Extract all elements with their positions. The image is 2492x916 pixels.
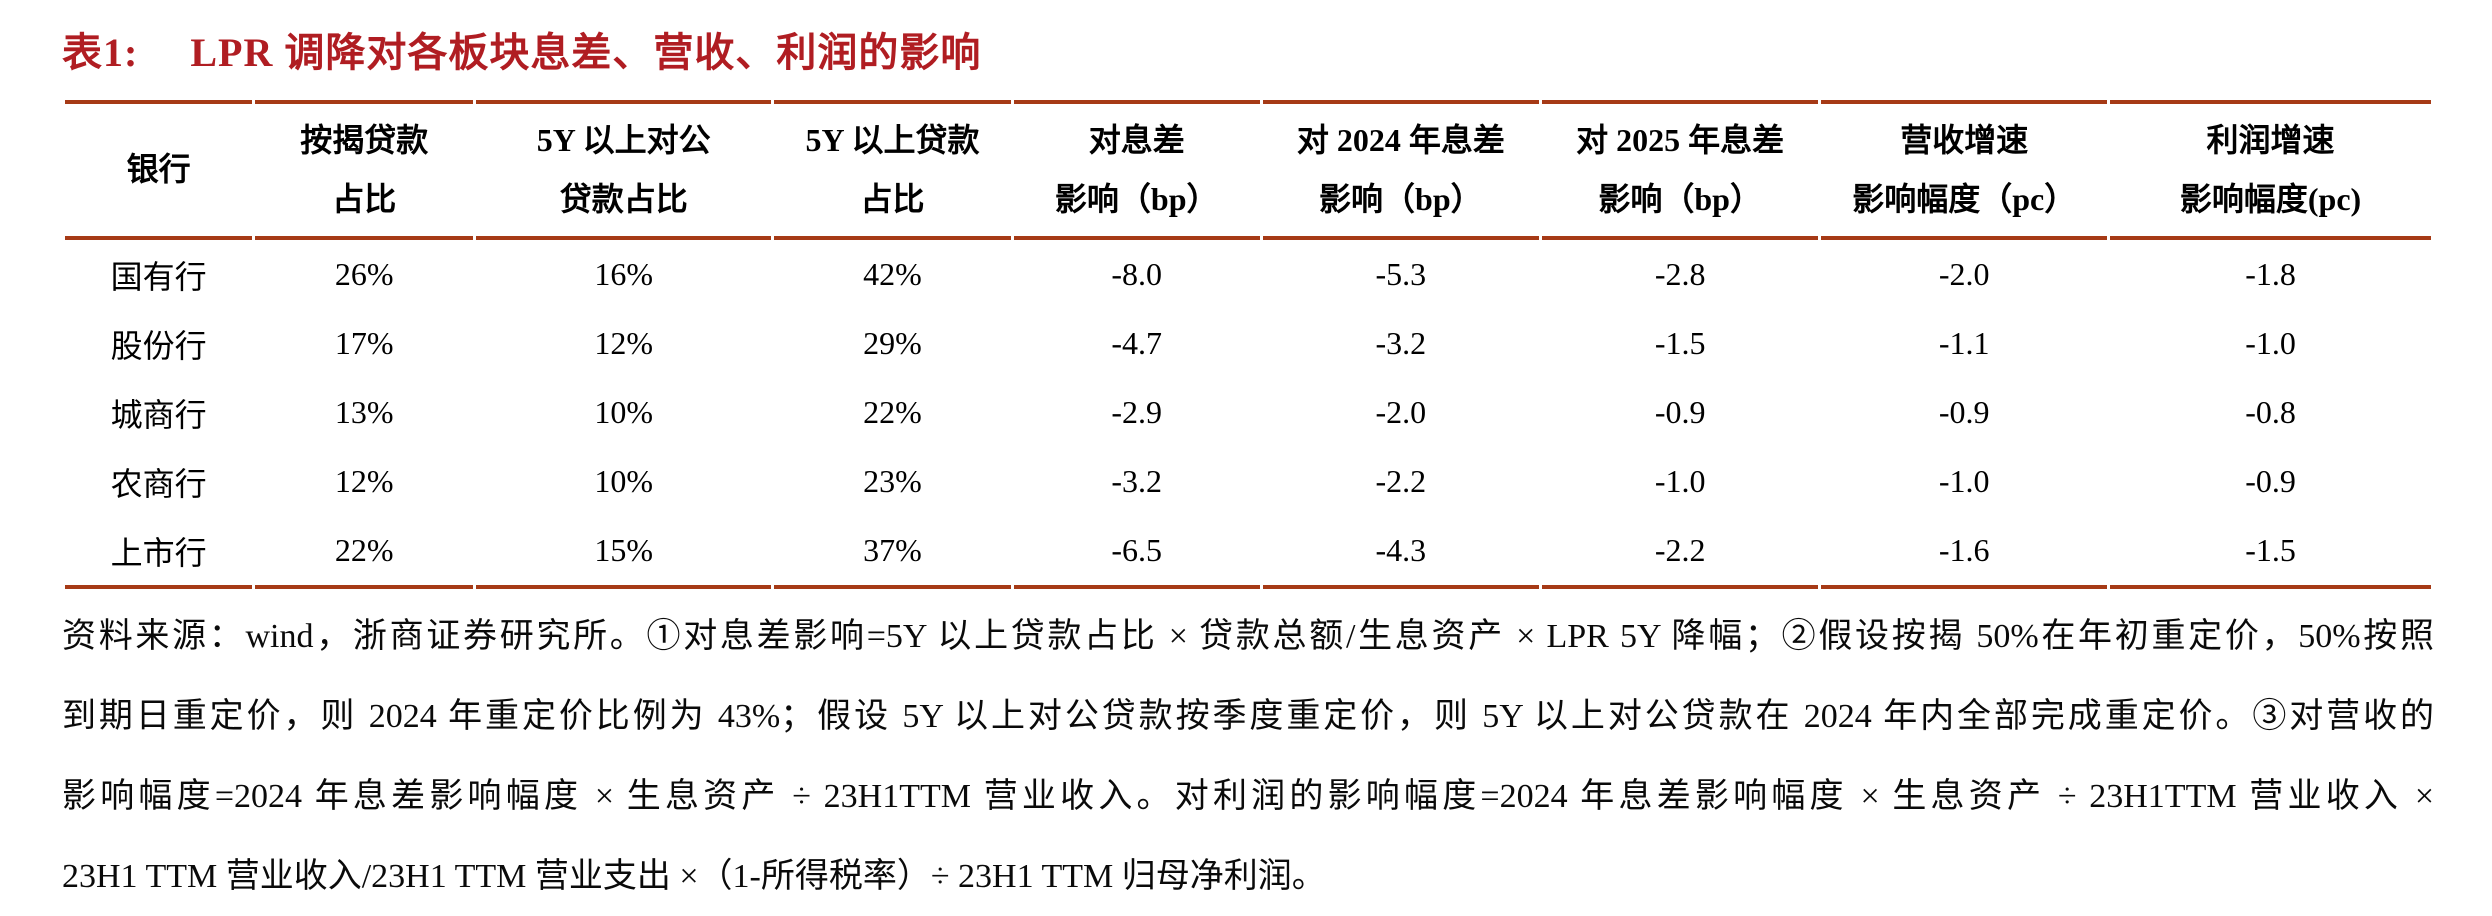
column-header: 营收增速影响幅度（pc） [1821,100,2108,240]
bank-name-cell: 农商行 [110,465,207,502]
value-cell: 16% [594,256,654,292]
footnote: 资料来源：wind，浙商证券研究所。①对息差影响=5Y 以上贷款占比 × 贷款总… [62,597,2434,916]
column-header-line1: 5Y 以上对公 [536,121,711,158]
column-header-line1: 银行 [126,151,191,188]
column-header: 利润增速影响幅度(pc) [2110,100,2431,240]
value-cell: 12% [594,325,654,361]
table-row: 国有行 26% 16% 42% -8.0 -5.3 -2.8 -2.0 -1.8 [65,240,2431,309]
column-header-line2: 影响（bp） [1598,181,1762,217]
bank-name-cell: 城商行 [110,396,207,433]
column-header-line1: 营收增速 [1900,121,2029,158]
column-header-line1: 对 2025 年息差 [1576,121,1785,158]
value-cell: -0.8 [2245,394,2296,430]
column-header: 对 2025 年息差 影响（bp） [1542,100,1819,240]
value-cell: 13% [334,394,394,430]
column-header-line1: 按揭贷款 [300,121,429,158]
value-cell: -0.9 [2245,463,2296,499]
value-cell: -8.0 [1111,256,1163,292]
column-header-line1: 对 2024 年息差 [1296,121,1505,158]
value-cell: 37% [774,516,1011,589]
footnote-line: 资料来源：wind，浙商证券研究所。①对息差影响=5Y 以上贷款占比 × 贷款总… [62,618,2434,655]
footnote-line: 影响幅度=2024 年息差影响幅度 × 生息资产 ÷ 23H1TTM 营业收入。… [62,778,2434,815]
column-header: 5Y 以上贷款 占比 [774,100,1011,240]
value-cell: -5.3 [1375,256,1427,292]
value-cell: -4.3 [1262,516,1540,589]
value-cell: -2.2 [1375,463,1427,499]
value-cell: 26% [334,256,394,292]
column-header: 对 2024 年息差 影响（bp） [1262,100,1540,240]
value-cell: -3.2 [1375,325,1427,361]
column-header-line2: 影响（bp） [1054,181,1219,217]
bank-name-cell: 国有行 [110,258,207,295]
table-row: 城商行 13% 10% 22% -2.9 -2.0 -0.9 -0.9 -0.8 [65,378,2431,447]
value-cell: -2.8 [1654,256,1706,292]
value-cell: 22% [255,516,474,589]
value-cell: -2.2 [1542,516,1819,589]
value-cell: 23% [863,463,922,499]
value-cell: 12% [334,463,394,499]
value-cell: 17% [334,325,394,361]
value-cell: -3.2 [1111,463,1163,499]
column-header-line2: 占比 [860,181,925,217]
column-header-line2: 贷款占比 [559,181,688,217]
column-header: 银行 [65,100,253,240]
table-header-row: 银行 按揭贷款 占比 5Y 以上对公 贷款占比 5Y 以上贷款 占比 对息差 影响（bp）对 2… [65,100,2431,240]
lpr-impact-table: 银行 按揭贷款 占比 5Y 以上对公 贷款占比 5Y 以上贷款 占比 对息差 影响（bp）对 2… [62,100,2434,589]
column-header-line2: 影响幅度(pc) [2179,181,2362,217]
value-cell: -6.5 [1013,516,1260,589]
value-cell: -1.0 [1938,463,1990,499]
value-cell: -1.0 [2245,325,2296,361]
table-title: 表1: LPR 调降对各板块息差、营收、利润的影响 [62,20,2434,78]
value-cell: -1.5 [2110,516,2431,589]
value-cell: 10% [594,394,654,430]
value-cell: -4.7 [1111,325,1163,361]
table-number-label: 表1: [62,30,139,75]
table-body: 国有行 26% 16% 42% -8.0 -5.3 -2.8 -2.0 -1.8 股份行 17% 12… [65,240,2431,589]
value-cell: -1.8 [2245,256,2296,292]
table-row: 股份行 17% 12% 29% -4.7 -3.2 -1.5 -1.1 -1.0 [65,309,2431,378]
column-header: 对息差影响（bp） [1013,100,1260,240]
value-cell: -2.9 [1111,394,1163,430]
column-header-line2: 占比 [332,181,397,217]
value-cell: 22% [863,394,922,430]
value-cell: -1.5 [1654,325,1706,361]
value-cell: -0.9 [1654,394,1706,430]
value-cell: 42% [863,256,922,292]
value-cell: -2.0 [1938,256,1990,292]
column-header-line2: 影响（bp） [1319,181,1483,217]
value-cell: 29% [863,325,922,361]
bank-name-cell: 股份行 [110,327,207,364]
value-cell: 10% [594,463,654,499]
column-header-line1: 对息差 [1088,121,1185,158]
value-cell: -1.1 [1938,325,1990,361]
column-header-line2: 影响幅度（pc） [1852,181,2077,217]
value-cell: -2.0 [1375,394,1427,430]
column-header: 5Y 以上对公 贷款占比 [476,100,772,240]
footnote-line: 到期日重定价，则 2024 年重定价比例为 43%；假设 5Y 以上对公贷款按季… [62,698,2434,735]
footnote-line: 23H1 TTM 营业收入/23H1 TTM 营业支出 ×（1-所得税率）÷ 2… [62,858,1326,895]
column-header-line1: 利润增速 [2206,121,2335,158]
value-cell: 15% [476,516,772,589]
column-header: 按揭贷款 占比 [255,100,474,240]
table-row: 农商行 12% 10% 23% -3.2 -2.2 -1.0 -1.0 -0.9 [65,447,2431,516]
bank-name-cell: 上市行 [65,516,253,589]
column-header-line1: 5Y 以上贷款 [805,121,980,158]
table-row: 上市行 22% 15% 37% -6.5 -4.3 -2.2 -1.6 -1.5 [65,516,2431,589]
table-title-text: LPR 调降对各板块息差、营收、利润的影响 [190,30,982,75]
value-cell: -0.9 [1938,394,1990,430]
value-cell: -1.0 [1654,463,1706,499]
value-cell: -1.6 [1821,516,2108,589]
